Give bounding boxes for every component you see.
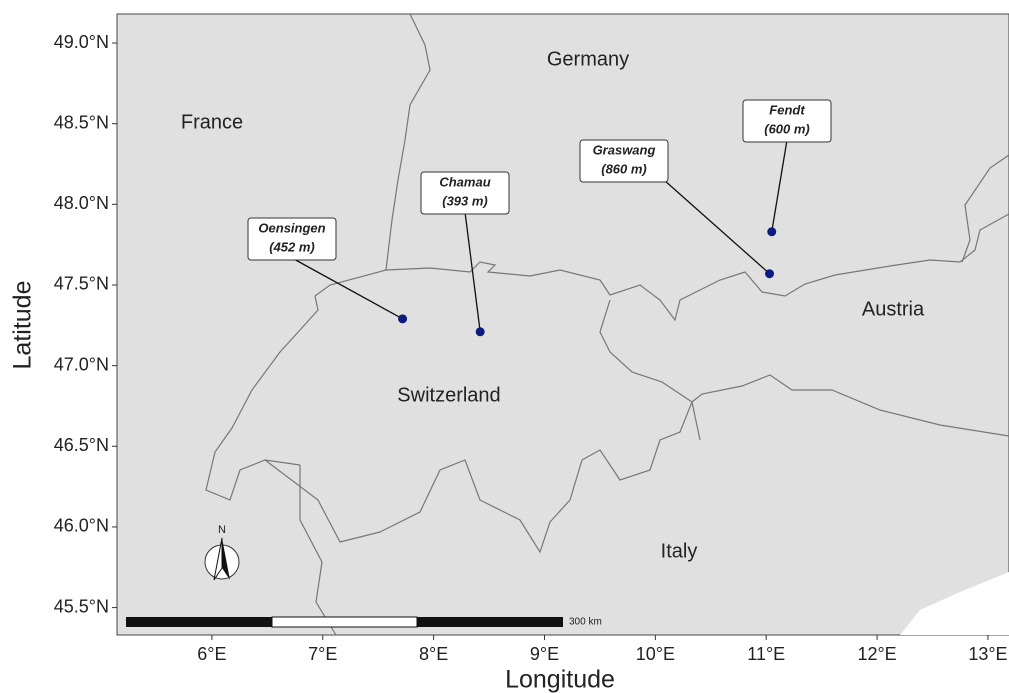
leader-line	[663, 179, 770, 275]
borders	[205, 13, 1009, 636]
country-label: France	[181, 111, 243, 133]
site-elevation: (600 m)	[764, 121, 810, 136]
site-label-box	[579, 139, 669, 183]
site-name: Oensingen	[258, 220, 325, 235]
y-tick-label: 46.5°N	[54, 435, 109, 455]
site-name: Fendt	[769, 102, 805, 117]
y-axis-title: Latitude	[9, 281, 37, 370]
leader-line	[464, 211, 481, 332]
panel	[116, 13, 1009, 636]
site-label-box	[420, 171, 510, 215]
site-elevation: (452 m)	[269, 239, 315, 254]
border	[961, 154, 1009, 263]
scale-segment	[271, 616, 418, 628]
site-name: Chamau	[439, 174, 490, 189]
sea	[900, 572, 1009, 635]
arrow-half	[222, 538, 230, 580]
x-axis-title: Longitude	[505, 666, 615, 693]
border	[385, 13, 431, 271]
scale-bar: 300 km	[126, 616, 602, 628]
x-tick-label: 8°E	[419, 644, 448, 664]
y-tick-label: 49.0°N	[54, 32, 109, 52]
site-label-box	[742, 99, 832, 143]
y-tick-label: 47.5°N	[54, 274, 109, 294]
site-elevation: (393 m)	[442, 193, 488, 208]
site-point	[475, 327, 485, 337]
country-label: Austria	[862, 298, 925, 320]
country-label: Switzerland	[397, 384, 500, 406]
border	[299, 465, 337, 636]
site-elevation: (860 m)	[601, 161, 647, 176]
scale-label: 300 km	[569, 617, 602, 628]
site-label-box	[247, 217, 337, 261]
x-tick-label: 13°E	[968, 644, 1007, 664]
border	[385, 213, 1009, 322]
border	[264, 299, 693, 554]
country-label: Germany	[547, 48, 629, 70]
site-point	[767, 227, 777, 237]
y-tick-label: 46.0°N	[54, 516, 109, 536]
x-tick-label: 10°E	[636, 644, 675, 664]
scale-segment	[126, 617, 272, 627]
scale-segment	[417, 617, 563, 627]
site-point	[765, 269, 775, 279]
y-tick-label: 48.5°N	[54, 112, 109, 132]
x-tick-label: 7°E	[308, 644, 337, 664]
y-tick-label: 47.0°N	[54, 354, 109, 374]
x-tick-label: 6°E	[197, 644, 226, 664]
leader-line	[291, 257, 403, 320]
y-tick-label: 48.0°N	[54, 193, 109, 213]
north-label: N	[218, 524, 226, 536]
north-arrow: N	[204, 524, 240, 581]
site-point	[398, 314, 408, 324]
site-name: Graswang	[593, 142, 656, 157]
x-tick-label: 9°E	[530, 644, 559, 664]
x-tick-label: 12°E	[857, 644, 896, 664]
border	[205, 269, 387, 501]
x-tick-label: 11°E	[747, 644, 785, 664]
border	[691, 374, 1009, 441]
country-label: Italy	[661, 540, 698, 562]
y-tick-label: 45.5°N	[54, 596, 109, 616]
leader-line	[771, 139, 788, 232]
